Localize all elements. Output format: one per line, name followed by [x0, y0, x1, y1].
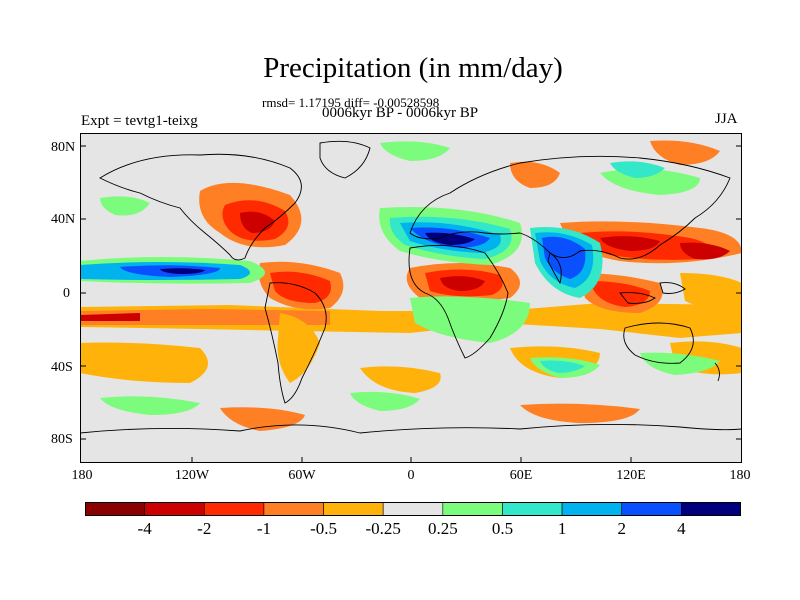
colorbar-label: 2: [617, 519, 626, 538]
anomaly-region: [360, 366, 441, 393]
lon-tick-label: 120E: [616, 468, 646, 483]
anomaly-region: [425, 232, 475, 245]
anomaly-region: [350, 391, 420, 411]
colorbar-label: -0.5: [310, 519, 337, 538]
lon-tick-label: 180: [71, 468, 93, 483]
lon-tick-label: 120W: [174, 468, 210, 483]
lat-tick-label: 80N: [51, 140, 76, 155]
anomaly-region: [80, 342, 208, 383]
colorbar-box: [502, 502, 563, 516]
colorbar-box: [203, 502, 265, 516]
colorbar-label: -4: [137, 519, 152, 538]
lon-tick-label: 180: [729, 468, 751, 483]
anomaly-region: [650, 140, 720, 165]
season-label: JJA: [715, 111, 738, 127]
anomaly-region: [380, 141, 450, 161]
anomaly-region: [540, 360, 585, 373]
experiment-label: Expt = tevtg1-teixg: [81, 113, 198, 129]
colorbar-label: 4: [677, 519, 686, 538]
anomaly-region: [510, 161, 560, 188]
anomaly-region: [680, 242, 730, 260]
lat-tick-label: 40N: [51, 212, 76, 227]
colorbar-label: 1: [557, 519, 567, 538]
lat-tick-label: 0: [63, 286, 70, 301]
colorbar-label: 0.5: [491, 519, 514, 538]
period-subtitle: 0006kyr BP - 0006kyr BP: [322, 105, 479, 121]
colorbar-box: [621, 502, 682, 516]
anomaly-region: [160, 268, 205, 274]
anomaly-region: [640, 352, 720, 375]
colorbar-box: [382, 502, 444, 516]
anomaly-region: [520, 403, 640, 423]
colorbar-box: [144, 502, 205, 516]
lat-tick-label: 80S: [51, 432, 73, 447]
colorbar-label: -2: [197, 519, 212, 538]
colorbar-box: [85, 502, 145, 516]
axis-ticks: [80, 133, 742, 463]
lon-tick-label: 60W: [288, 468, 316, 483]
anomaly-region: [610, 161, 665, 178]
anomaly-region: [410, 296, 530, 343]
coastlines: [80, 140, 742, 434]
precipitation-map: [80, 133, 742, 463]
colorbar-label: -0.25: [365, 519, 401, 538]
anomaly-region: [600, 169, 700, 195]
colorbar-box: [561, 502, 623, 516]
lat-tick-label: 40S: [51, 360, 73, 375]
map-title: Precipitation (in mm/day): [263, 52, 563, 84]
colorbar-box: [681, 502, 741, 516]
anomaly-region: [270, 271, 331, 303]
anomaly-region: [80, 313, 140, 321]
colorbar-label: 0.25: [427, 519, 458, 538]
anomaly-region: [277, 313, 320, 383]
lon-tick-label: 0: [407, 468, 415, 483]
anomaly-region: [680, 273, 742, 310]
anomaly-region: [100, 196, 150, 216]
precip-anomaly-fields: [80, 140, 742, 431]
anomaly-region: [100, 396, 200, 415]
anomaly-region: [80, 309, 330, 325]
rmsd-diff-stats: rmsd= 1.17195 diff= -0.00528598: [262, 95, 440, 110]
anomaly-region: [590, 281, 650, 307]
anomaly-region: [600, 236, 660, 251]
colorbar-label: -1: [256, 519, 271, 538]
anomaly-region: [440, 276, 485, 291]
colorbar-box: [323, 502, 384, 516]
colorbar-box: [263, 502, 324, 516]
colorbar-box: [442, 502, 503, 516]
colorbar: [85, 502, 741, 516]
lon-tick-label: 60E: [509, 468, 533, 483]
